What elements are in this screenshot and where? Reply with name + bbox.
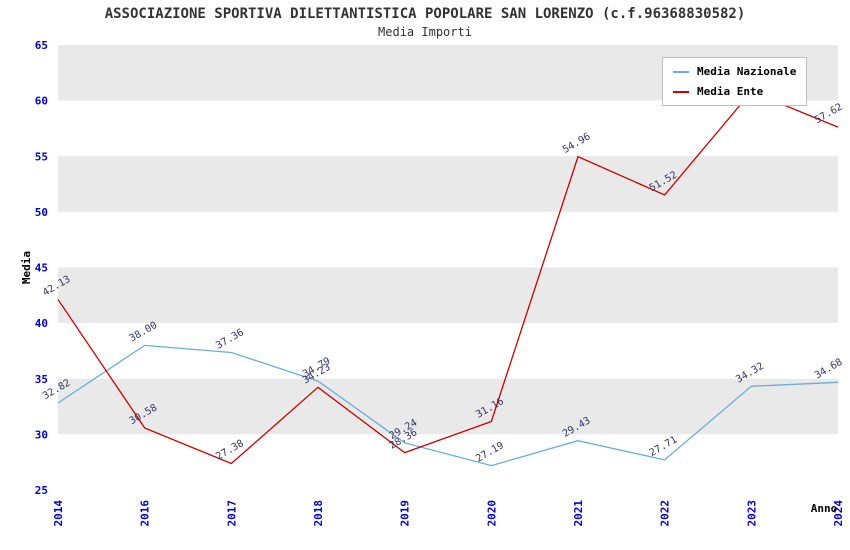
x-tick-label: 2022 (659, 500, 672, 527)
legend: Media Nazionale Media Ente (662, 57, 808, 106)
y-axis-title: Media (20, 251, 33, 284)
y-tick-label: 60 (35, 95, 48, 108)
series-line-media-ente (57, 90, 839, 465)
y-tick-label: 50 (35, 206, 48, 219)
y-tick-label: 30 (35, 428, 48, 441)
x-tick-label: 2017 (225, 500, 238, 527)
x-tick-label: 2021 (572, 500, 585, 527)
x-tick-label: 2018 (312, 500, 325, 527)
y-tick-label: 25 (35, 484, 48, 497)
plot-band (58, 267, 838, 324)
y-tick-label: 40 (35, 317, 48, 330)
plot-band (58, 156, 838, 212)
series-line-media-nazionale (57, 344, 839, 467)
x-tick-label: 2023 (745, 500, 758, 527)
x-tick-label: 2020 (485, 500, 498, 526)
legend-item-media-ente: Media Ente (673, 85, 796, 98)
plot-band (58, 378, 838, 435)
legend-label-media-ente: Media Ente (697, 85, 764, 98)
x-tick-label: 2014 (52, 500, 65, 527)
y-tick-label: 55 (35, 150, 48, 163)
y-tick-label: 35 (35, 373, 48, 386)
legend-label-media-nazionale: Media Nazionale (697, 65, 797, 78)
legend-item-media-nazionale: Media Nazionale (673, 65, 796, 78)
x-tick-label: 2019 (399, 500, 412, 527)
x-tick-label: 2024 (832, 500, 845, 527)
media-nazionale-line-sample-icon (673, 70, 689, 73)
plot-band (58, 323, 838, 379)
chart-subtitle: Media Importi (378, 25, 472, 39)
y-tick-label: 65 (35, 39, 48, 52)
y-tick-label: 45 (35, 262, 48, 275)
media-ente-line-sample-icon (673, 90, 689, 93)
x-axis-title: Anno (811, 502, 838, 515)
plot-band (58, 211, 838, 268)
chart-title: ASSOCIAZIONE SPORTIVA DILETTANTISTICA PO… (104, 6, 746, 22)
plot-band (58, 100, 838, 157)
x-tick-label: 2016 (139, 500, 152, 527)
plot-band (58, 434, 838, 490)
